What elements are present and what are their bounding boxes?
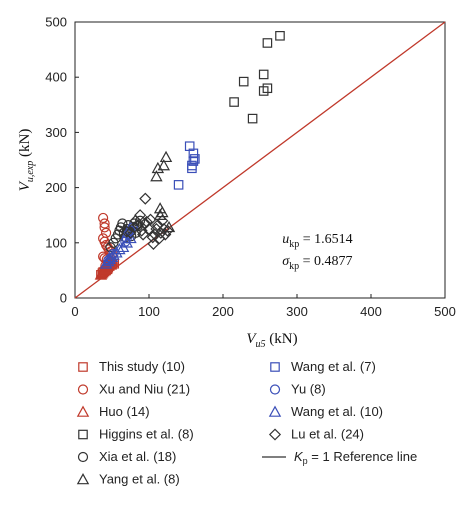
data-point [98,212,109,224]
data-point [113,242,126,255]
data-point [157,159,171,171]
data-point [238,76,249,87]
plot-frame [74,21,446,299]
legend-marker [76,473,90,485]
data-point [137,228,150,241]
data-point [135,215,146,226]
y-tick-label: 400 [45,70,67,85]
y-axis-title: Vu,exp (kN) [17,129,36,192]
data-point [159,228,172,241]
legend-item: This study (10) [78,359,185,374]
data-point [100,227,112,238]
data-point [99,222,110,233]
y-tick-label: 0 [60,291,67,306]
data-point [247,113,258,124]
legend-item-reference: Kp = 1 Reference line [262,449,417,466]
legend-label: Yang et al. (8) [99,472,180,487]
stat-annotation: σkp = 0.4877 [282,254,352,272]
legend-label: Wang et al. (7) [291,359,376,374]
data-point [144,213,157,226]
data-point [134,209,147,222]
legend-label: Lu et al. (24) [291,427,364,442]
x-tick-label: 200 [212,304,234,319]
data-point [120,225,133,238]
legend-marker [78,362,88,372]
data-point [139,192,152,205]
legend-marker [268,428,282,441]
legend-marker [77,451,89,463]
series-3 [229,31,285,124]
series-6 [173,141,200,190]
legend-item: Xu and Niu (21) [77,382,190,397]
data-point [150,170,163,182]
data-point [187,163,197,174]
legend-item: Huo (14) [76,404,150,419]
data-point [258,69,269,80]
y-tick-label: 200 [45,180,67,195]
data-point [153,208,167,220]
data-point [262,38,273,48]
data-point [99,218,110,229]
data-point [161,224,174,237]
data-point [188,148,199,159]
legend-label: Xia et al. (18) [99,449,176,464]
legend-marker [76,405,90,417]
legend-item: Yang et al. (8) [76,472,180,487]
series-5 [150,150,176,233]
data-point [147,237,160,250]
data-point [188,156,199,166]
legend-item: Higgins et al. (8) [78,427,194,442]
data-point [110,246,123,258]
x-axis-title: Vu5 (kN) [246,331,297,350]
data-point [156,206,169,218]
legend-label: Yu (8) [291,382,326,397]
legend-item: Wang et al. (10) [268,404,383,419]
data-point [107,248,120,260]
data-point [131,219,144,232]
data-point [229,97,239,107]
legend-label: Kp = 1 Reference line [294,449,417,466]
x-tick-label: 0 [71,304,78,319]
legend-item: Wang et al. (7) [270,359,376,374]
legend-label: Wang et al. (10) [291,404,383,419]
legend-item: Xia et al. (18) [77,449,176,464]
data-point [124,231,137,244]
data-point [124,226,137,239]
legend-marker [270,362,280,372]
data-point [173,180,184,190]
legend-label: This study (10) [99,359,185,374]
data-point [159,150,173,163]
legend-label: Xu and Niu (21) [99,382,190,397]
legend-label: Higgins et al. (8) [99,427,194,442]
stat-annotation: ukp = 1.6514 [282,232,352,250]
y-tick-label: 500 [45,15,67,30]
plot-area: 0 100 200 300 400 500 0 100 200 300 400 500 Vu5 (kN)… [17,15,456,351]
legend: This study (10) Xu and Niu (21) Huo (14) Hi… [76,359,417,487]
legend-marker [77,384,89,395]
x-tick-label: 100 [138,304,160,319]
data-point [140,215,153,228]
data-point [128,221,141,234]
x-tick-label: 400 [360,304,382,319]
legend-label: Huo (14) [99,404,150,419]
legend-marker [268,405,282,417]
x-tick-label: 500 [434,304,456,319]
y-tick-label: 100 [45,235,67,250]
reference-line [74,21,446,299]
data-point [262,83,273,94]
x-tick-label: 300 [286,304,308,319]
legend-marker [78,429,88,440]
data-point [157,222,170,236]
series-8 [99,231,137,269]
data-point [275,31,285,41]
legend-item: Yu (8) [269,382,326,397]
series-9 [120,192,174,250]
data-point [190,154,200,164]
y-tick-label: 300 [45,125,67,140]
data-point [151,161,165,174]
legend-item: Lu et al. (24) [268,427,364,442]
legend-marker [269,384,281,395]
